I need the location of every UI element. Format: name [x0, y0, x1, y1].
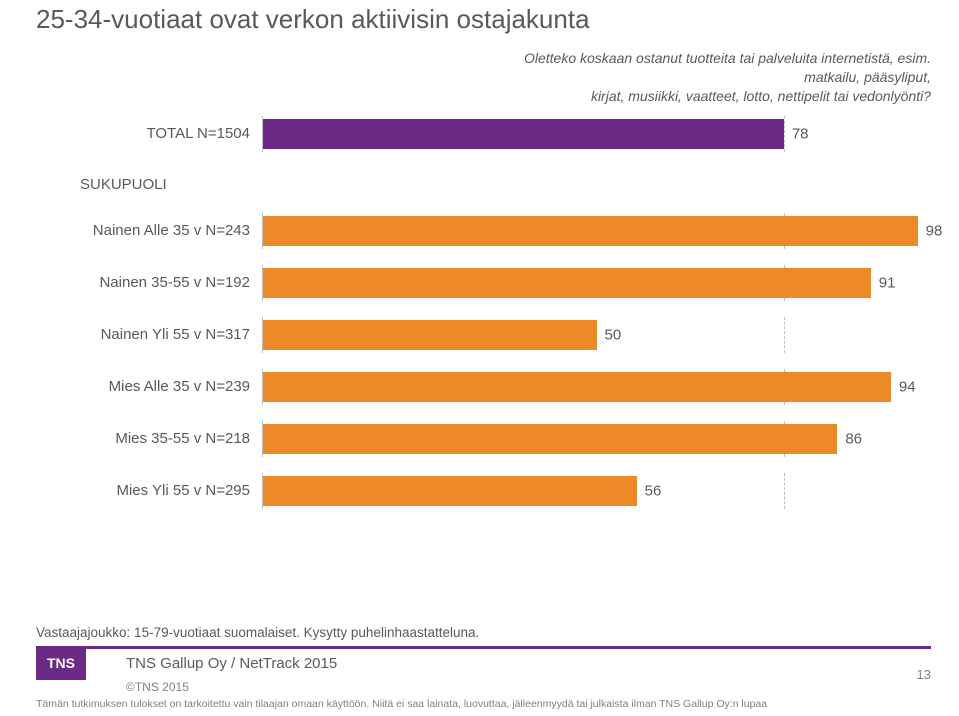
- chart-row: Nainen Yli 55 v N=317 50: [40, 317, 931, 353]
- bar-track: 91: [262, 265, 931, 301]
- page-title: 25-34-vuotiaat ovat verkon aktiivisin os…: [36, 4, 931, 35]
- axis-line: [262, 473, 263, 509]
- tns-logo: TNS: [36, 646, 86, 680]
- category-label: Mies Yli 55 v N=295: [40, 482, 262, 499]
- chart-row: TOTAL N=1504 78: [40, 116, 931, 152]
- question-line3: kirjat, musiikki, vaatteet, lotto, netti…: [591, 88, 931, 104]
- bar-track: 78: [262, 116, 931, 152]
- question-text: Oletteko koskaan ostanut tuotteita tai p…: [36, 49, 931, 106]
- category-label: Nainen Alle 35 v N=243: [40, 222, 262, 239]
- value-label: 98: [926, 222, 943, 239]
- axis-line: [262, 369, 263, 405]
- value-label: 86: [845, 430, 862, 447]
- category-label: TOTAL N=1504: [40, 125, 262, 142]
- chart-row: Mies Yli 55 v N=295 56: [40, 473, 931, 509]
- bar-track: 86: [262, 421, 931, 457]
- axis-line: [262, 317, 263, 353]
- bar-track: 98: [262, 213, 931, 249]
- bar: [262, 320, 597, 350]
- category-label: Mies Alle 35 v N=239: [40, 378, 262, 395]
- disclaimer: Tämän tutkimuksen tulokset on tarkoitett…: [36, 698, 931, 710]
- axis-line: [262, 421, 263, 457]
- question-line1: Oletteko koskaan ostanut tuotteita tai p…: [524, 50, 931, 66]
- category-label: Nainen 35-55 v N=192: [40, 274, 262, 291]
- bar-track: 94: [262, 369, 931, 405]
- bar-track: 50: [262, 317, 931, 353]
- chart-row: Nainen Alle 35 v N=24398: [40, 213, 931, 249]
- reference-line: [784, 116, 785, 152]
- footer: Vastaajajoukko: 15-79-vuotiaat suomalais…: [36, 609, 931, 710]
- bar: [262, 476, 637, 506]
- bar: [262, 372, 891, 402]
- reference-line: [784, 317, 785, 353]
- page-number: 13: [917, 667, 931, 682]
- value-label: 56: [645, 482, 662, 499]
- bar: [262, 216, 918, 246]
- chart-row: Mies Alle 35 v N=239 94: [40, 369, 931, 405]
- section-label: SUKUPUOLI: [80, 176, 931, 193]
- value-label: 91: [879, 274, 896, 291]
- chart-row: Nainen 35-55 v N=192 91: [40, 265, 931, 301]
- bar-chart: TOTAL N=1504 78 SUKUPUOLI Nainen Alle 35 v …: [40, 116, 931, 509]
- axis-line: [262, 213, 263, 249]
- source-text: TNS Gallup Oy / NetTrack 2015: [126, 655, 931, 672]
- axis-line: [262, 116, 263, 152]
- axis-line: [262, 265, 263, 301]
- value-label: 94: [899, 378, 916, 395]
- category-label: Nainen Yli 55 v N=317: [40, 326, 262, 343]
- copyright: ©TNS 2015: [126, 680, 931, 694]
- value-label: 50: [605, 326, 622, 343]
- category-label: Mies 35-55 v N=218: [40, 430, 262, 447]
- question-line2: matkailu, pääsyliput,: [804, 69, 931, 85]
- bar: [262, 268, 871, 298]
- value-label: 78: [792, 125, 809, 142]
- bar: [262, 119, 784, 149]
- chart-row: Mies 35-55 v N=218 86: [40, 421, 931, 457]
- footnote: Vastaajajoukko: 15-79-vuotiaat suomalais…: [36, 625, 931, 640]
- bar: [262, 424, 837, 454]
- bar-track: 56: [262, 473, 931, 509]
- reference-line: [784, 473, 785, 509]
- divider: [36, 646, 931, 649]
